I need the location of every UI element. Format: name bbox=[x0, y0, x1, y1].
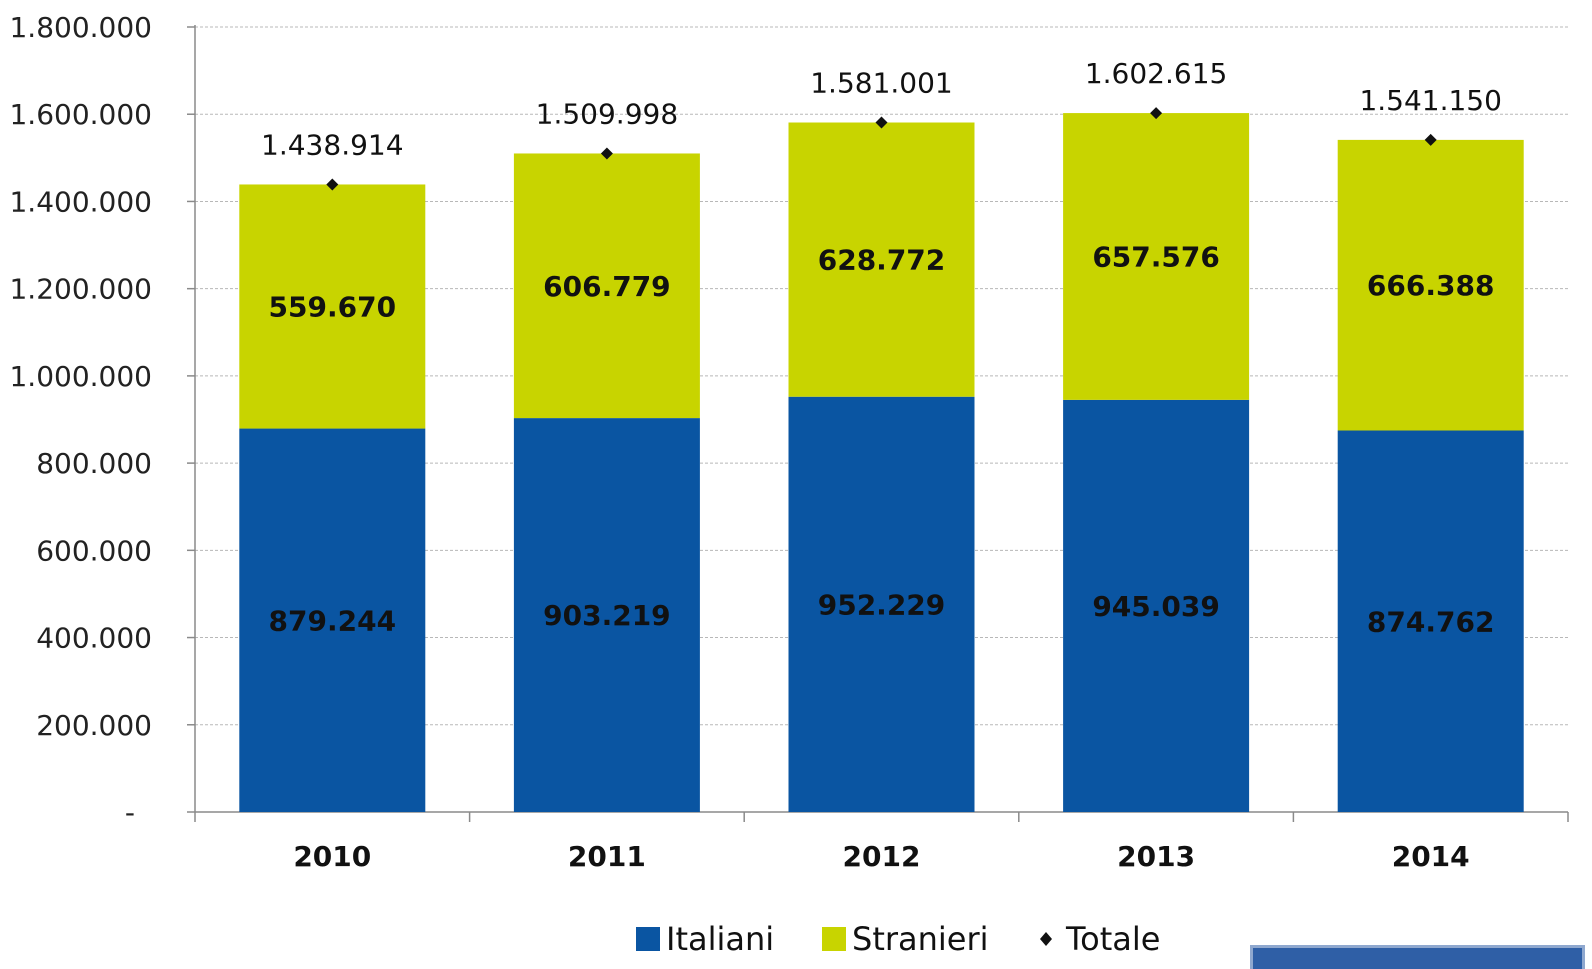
y-tick-label: - bbox=[125, 796, 135, 829]
bar-stranieri-2012 bbox=[788, 122, 975, 397]
data-label-italiani-2013: 945.039 bbox=[1092, 590, 1220, 623]
legend-label-stranieri: Stranieri bbox=[852, 920, 989, 958]
x-category-label-2012: 2012 bbox=[843, 840, 921, 873]
x-category-label-2013: 2013 bbox=[1117, 840, 1195, 873]
data-label-italiani-2014: 874.762 bbox=[1367, 605, 1495, 638]
corner-decoration bbox=[1250, 945, 1585, 969]
y-tick-label: 400.000 bbox=[36, 622, 152, 655]
data-label-italiani-2010: 879.244 bbox=[269, 604, 397, 637]
bar-italiani-2012 bbox=[788, 396, 975, 812]
total-marker-2011 bbox=[600, 147, 613, 160]
total-label-2014: 1.541.150 bbox=[1359, 84, 1502, 117]
total-label-2011: 1.509.998 bbox=[536, 97, 679, 130]
total-label-2010: 1.438.914 bbox=[261, 128, 404, 161]
bar-stranieri-2010 bbox=[239, 184, 426, 429]
total-marker-2012 bbox=[875, 116, 888, 129]
data-label-italiani-2012: 952.229 bbox=[818, 588, 946, 621]
data-label-stranieri-2013: 657.576 bbox=[1092, 240, 1220, 273]
total-marker-2010 bbox=[326, 178, 339, 191]
data-label-italiani-2011: 903.219 bbox=[543, 599, 671, 632]
legend: Italiani Stranieri Totale bbox=[636, 920, 1160, 958]
total-label-2013: 1.602.615 bbox=[1085, 57, 1228, 90]
total-marker-2013 bbox=[1150, 107, 1163, 120]
data-label-stranieri-2014: 666.388 bbox=[1367, 269, 1495, 302]
y-tick-label: 600.000 bbox=[36, 534, 152, 567]
legend-swatch-stranieri bbox=[822, 927, 846, 951]
y-tick-label: 800.000 bbox=[36, 447, 152, 480]
total-label-2012: 1.581.001 bbox=[810, 67, 953, 100]
bar-italiani-2013 bbox=[1063, 399, 1250, 812]
legend-label-totale: Totale bbox=[1065, 920, 1160, 958]
x-category-label-2011: 2011 bbox=[568, 840, 646, 873]
data-label-stranieri-2012: 628.772 bbox=[818, 244, 946, 277]
bar-stranieri-2013 bbox=[1063, 113, 1250, 400]
bar-italiani-2010 bbox=[239, 428, 426, 812]
y-tick-label: 1.600.000 bbox=[9, 98, 152, 131]
y-tick-label: 1.400.000 bbox=[9, 185, 152, 218]
y-tick-label: 1.800.000 bbox=[9, 11, 152, 44]
data-labels: 879.244 559.670 1.438.914 903.219 606.779 1.5… bbox=[261, 57, 1502, 638]
total-marker-2014 bbox=[1424, 133, 1437, 146]
x-category-label-2014: 2014 bbox=[1392, 840, 1470, 873]
y-tick-label: 1.200.000 bbox=[9, 273, 152, 306]
data-label-stranieri-2011: 606.779 bbox=[543, 270, 671, 303]
axes: - 200.000 400.000 600.000 800.000 1.000.000 1.… bbox=[9, 11, 1569, 873]
bar-stranieri-2014 bbox=[1337, 139, 1524, 431]
x-category-label-2010: 2010 bbox=[293, 840, 371, 873]
bars bbox=[239, 113, 1524, 812]
data-label-stranieri-2010: 559.670 bbox=[269, 291, 397, 324]
bar-stranieri-2011 bbox=[513, 153, 700, 419]
legend-swatch-italiani bbox=[636, 927, 660, 951]
y-tick-label: 1.000.000 bbox=[9, 360, 152, 393]
bar-italiani-2014 bbox=[1337, 430, 1524, 812]
bar-italiani-2011 bbox=[513, 418, 700, 812]
y-tick-label: 200.000 bbox=[36, 709, 152, 742]
legend-label-italiani: Italiani bbox=[666, 920, 774, 958]
legend-marker-totale bbox=[1040, 932, 1052, 946]
